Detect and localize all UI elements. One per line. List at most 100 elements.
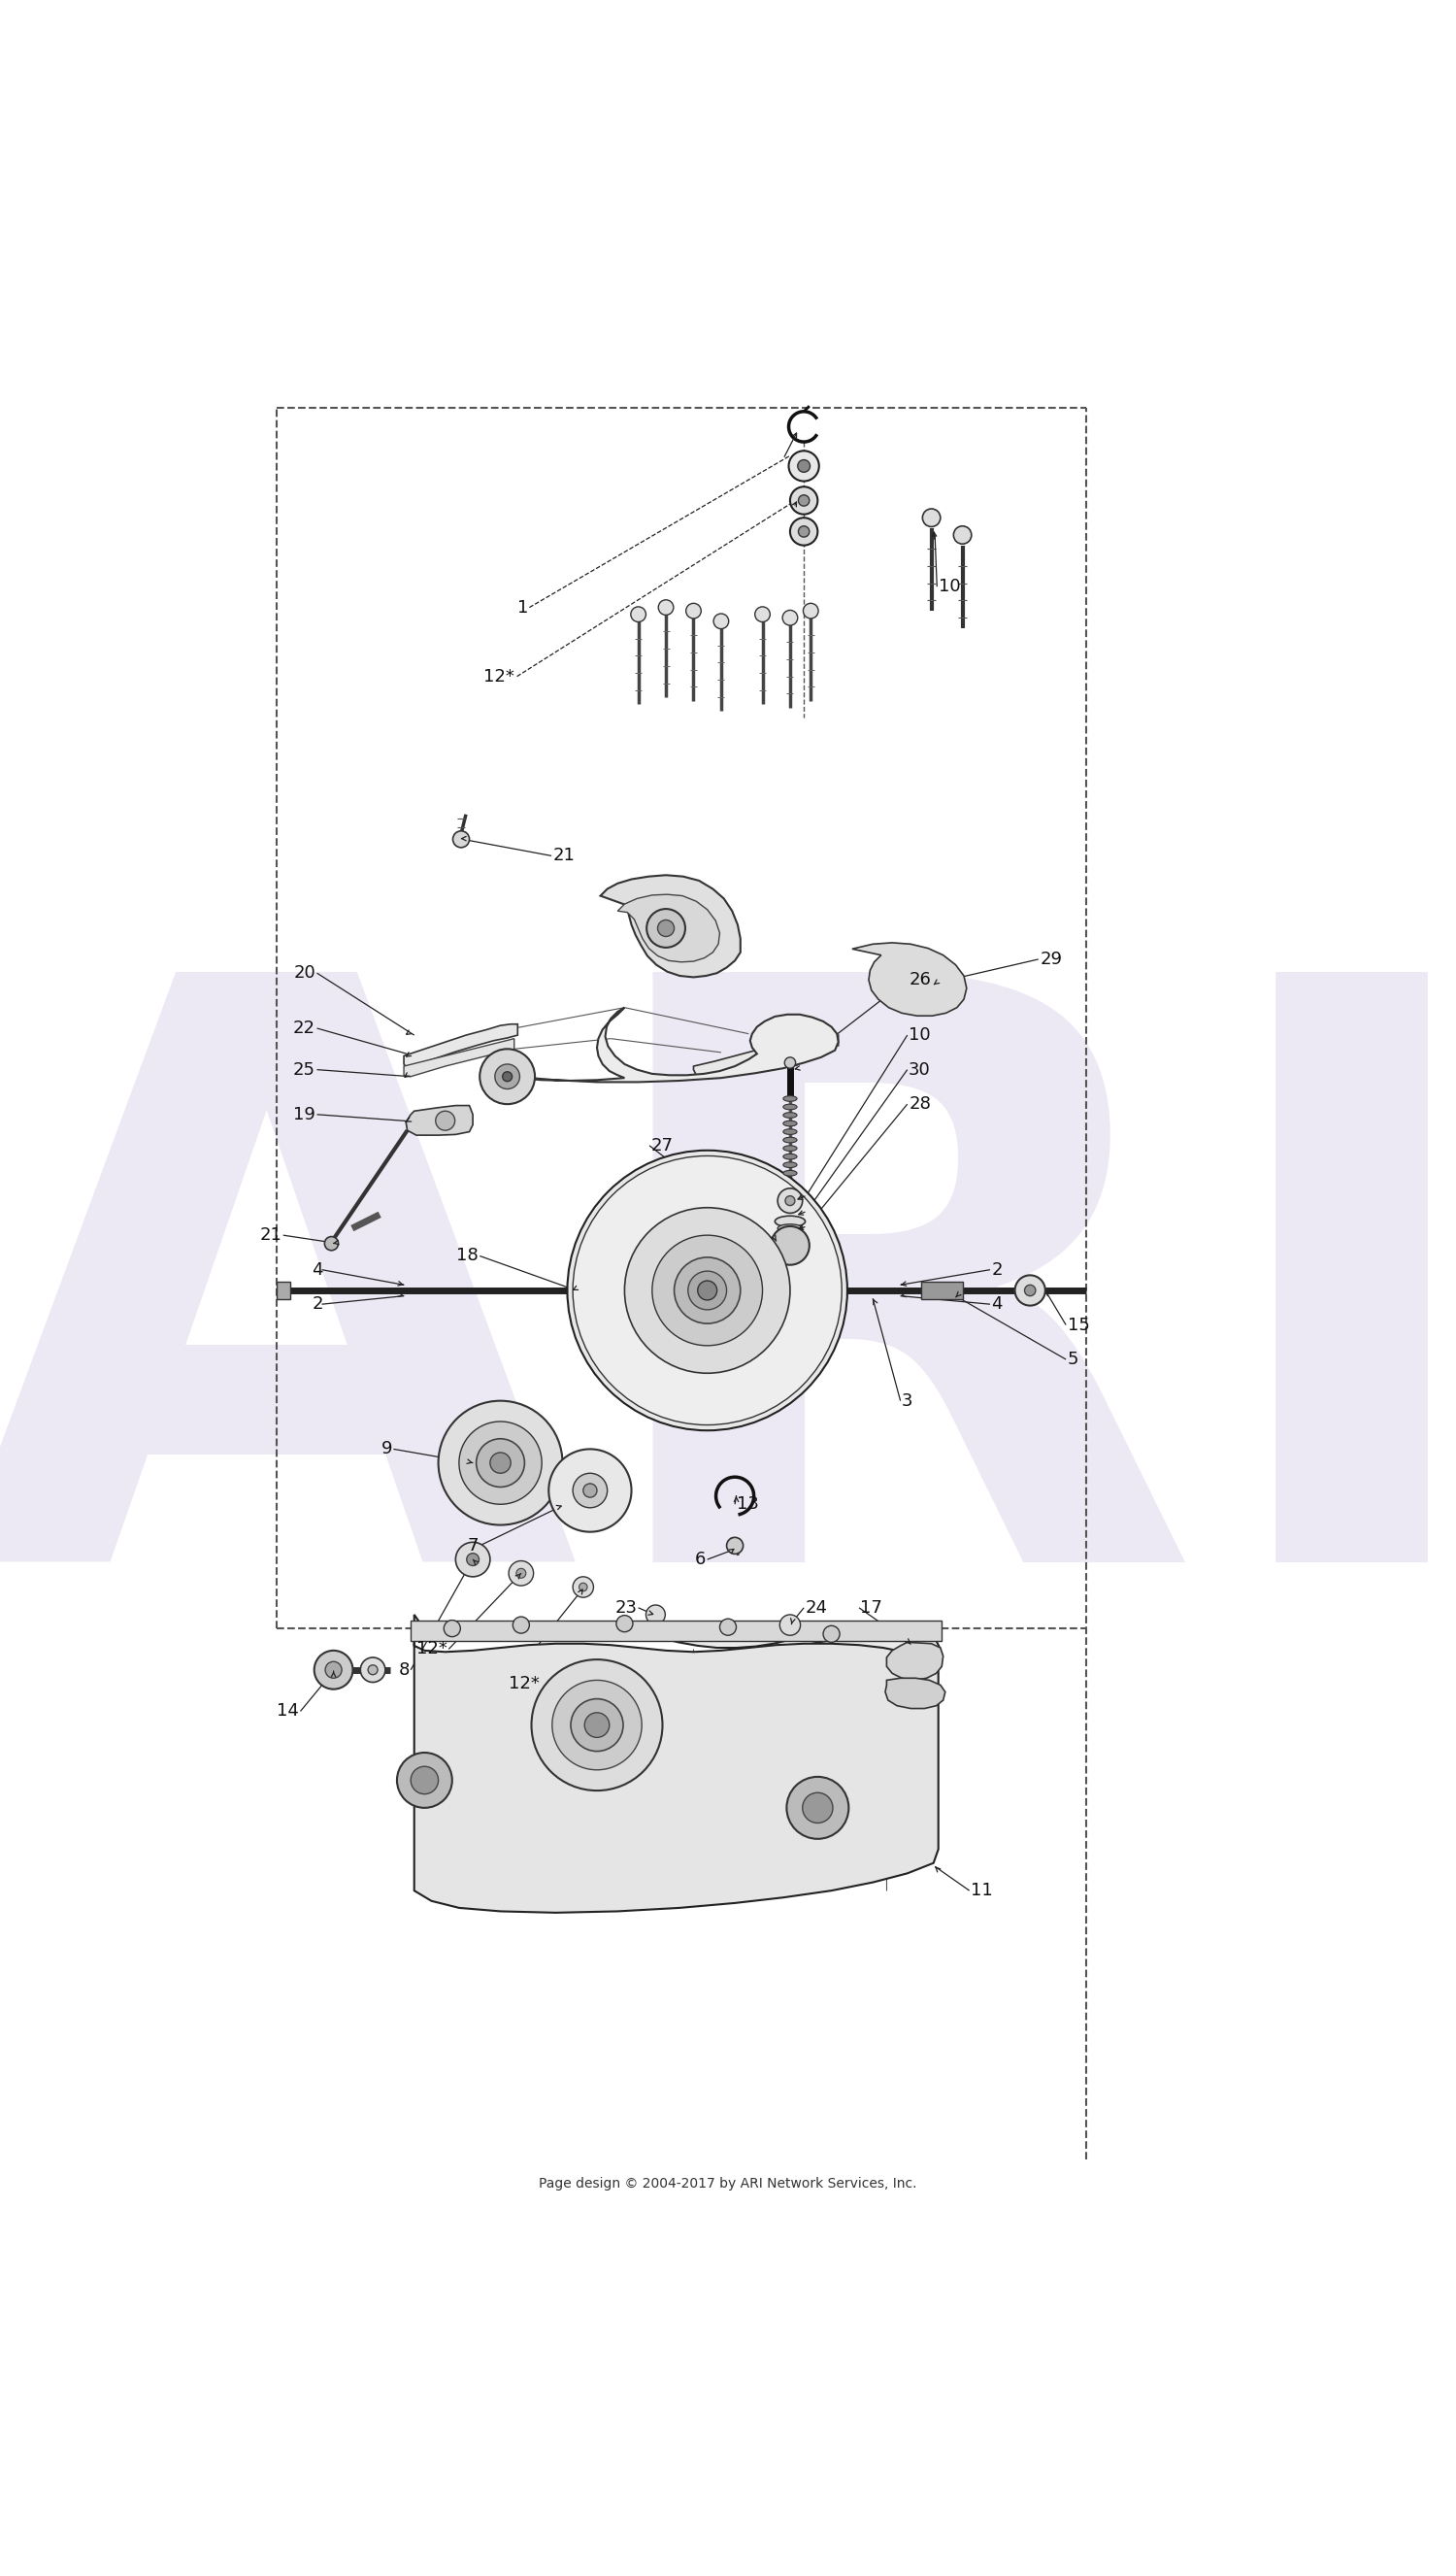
Text: 12*: 12* — [416, 1641, 447, 1659]
Text: 4: 4 — [992, 1296, 1003, 1314]
Text: 2: 2 — [312, 1296, 323, 1314]
Circle shape — [782, 611, 798, 626]
Text: 4: 4 — [312, 1262, 323, 1278]
Circle shape — [652, 1236, 763, 1345]
Polygon shape — [600, 876, 741, 976]
Text: Page design © 2004-2017 by ARI Network Services, Inc.: Page design © 2004-2017 by ARI Network S… — [539, 2177, 917, 2190]
Circle shape — [954, 526, 971, 544]
Circle shape — [686, 603, 702, 618]
Ellipse shape — [783, 1154, 796, 1159]
Circle shape — [1015, 1275, 1045, 1306]
Text: 7: 7 — [467, 1538, 479, 1553]
Circle shape — [579, 1582, 587, 1592]
Text: 13: 13 — [737, 1497, 759, 1512]
Text: 19: 19 — [293, 1105, 316, 1123]
Polygon shape — [617, 894, 719, 961]
Text: 22: 22 — [293, 1020, 316, 1038]
Circle shape — [572, 1473, 607, 1507]
Text: 3: 3 — [901, 1391, 913, 1409]
Polygon shape — [514, 1007, 839, 1082]
Circle shape — [571, 1698, 623, 1752]
Circle shape — [495, 1064, 520, 1090]
Polygon shape — [406, 1105, 473, 1136]
Circle shape — [435, 1110, 454, 1131]
Circle shape — [658, 920, 674, 938]
Ellipse shape — [783, 1113, 796, 1118]
Circle shape — [791, 487, 818, 515]
Circle shape — [719, 1618, 737, 1636]
Circle shape — [785, 1056, 795, 1069]
Circle shape — [646, 909, 686, 948]
Text: 21: 21 — [259, 1226, 282, 1244]
Circle shape — [568, 1151, 847, 1430]
Circle shape — [646, 1605, 665, 1625]
Circle shape — [584, 1484, 597, 1497]
Circle shape — [630, 608, 646, 621]
Circle shape — [513, 1618, 530, 1633]
Text: 1: 1 — [517, 598, 529, 616]
Circle shape — [658, 600, 674, 616]
Text: 11: 11 — [971, 1883, 993, 1899]
Circle shape — [802, 1793, 833, 1824]
Circle shape — [552, 1680, 642, 1770]
Text: 21: 21 — [553, 848, 575, 866]
Circle shape — [1025, 1285, 1035, 1296]
Circle shape — [456, 1543, 491, 1577]
Circle shape — [625, 1208, 791, 1373]
Ellipse shape — [783, 1136, 796, 1144]
Circle shape — [791, 518, 818, 546]
Polygon shape — [852, 943, 967, 1015]
Circle shape — [804, 603, 818, 618]
Ellipse shape — [783, 1146, 796, 1151]
Text: 17: 17 — [860, 1600, 882, 1618]
Circle shape — [572, 1157, 842, 1425]
Ellipse shape — [783, 1162, 796, 1167]
Circle shape — [572, 1577, 594, 1597]
Polygon shape — [693, 1036, 839, 1077]
Circle shape — [798, 459, 810, 471]
Circle shape — [397, 1752, 453, 1808]
Circle shape — [314, 1651, 352, 1690]
Text: 9: 9 — [381, 1440, 392, 1458]
Circle shape — [754, 608, 770, 621]
Bar — [277, 1283, 290, 1298]
Circle shape — [770, 1226, 810, 1265]
Circle shape — [823, 1625, 840, 1643]
Text: 5: 5 — [1067, 1350, 1079, 1368]
Circle shape — [584, 1713, 610, 1736]
Circle shape — [517, 1569, 526, 1579]
Circle shape — [476, 1440, 524, 1486]
Circle shape — [502, 1072, 513, 1082]
Circle shape — [411, 1767, 438, 1793]
Circle shape — [491, 1453, 511, 1473]
Text: 2: 2 — [992, 1262, 1003, 1278]
Text: 27: 27 — [651, 1136, 673, 1154]
Circle shape — [786, 1777, 849, 1839]
Circle shape — [778, 1188, 802, 1213]
Polygon shape — [885, 1677, 945, 1708]
Ellipse shape — [783, 1128, 796, 1133]
Ellipse shape — [778, 1224, 802, 1231]
Ellipse shape — [783, 1105, 796, 1110]
Text: 24: 24 — [805, 1600, 827, 1618]
Text: 18: 18 — [456, 1247, 479, 1265]
Polygon shape — [414, 1636, 938, 1914]
Circle shape — [923, 510, 941, 526]
Text: 15: 15 — [1067, 1316, 1089, 1334]
Text: ARI: ARI — [0, 948, 1456, 1731]
Circle shape — [444, 1620, 460, 1636]
Circle shape — [466, 1553, 479, 1566]
Ellipse shape — [783, 1170, 796, 1175]
Circle shape — [616, 1615, 633, 1633]
Circle shape — [697, 1280, 716, 1301]
Circle shape — [508, 1561, 533, 1587]
Circle shape — [368, 1664, 377, 1674]
Polygon shape — [414, 1615, 941, 1664]
Polygon shape — [887, 1643, 943, 1680]
Circle shape — [789, 451, 820, 482]
Circle shape — [798, 495, 810, 505]
Text: 29: 29 — [1040, 951, 1061, 969]
Text: 23: 23 — [614, 1600, 636, 1618]
Circle shape — [325, 1662, 342, 1677]
Text: 10: 10 — [938, 577, 961, 595]
